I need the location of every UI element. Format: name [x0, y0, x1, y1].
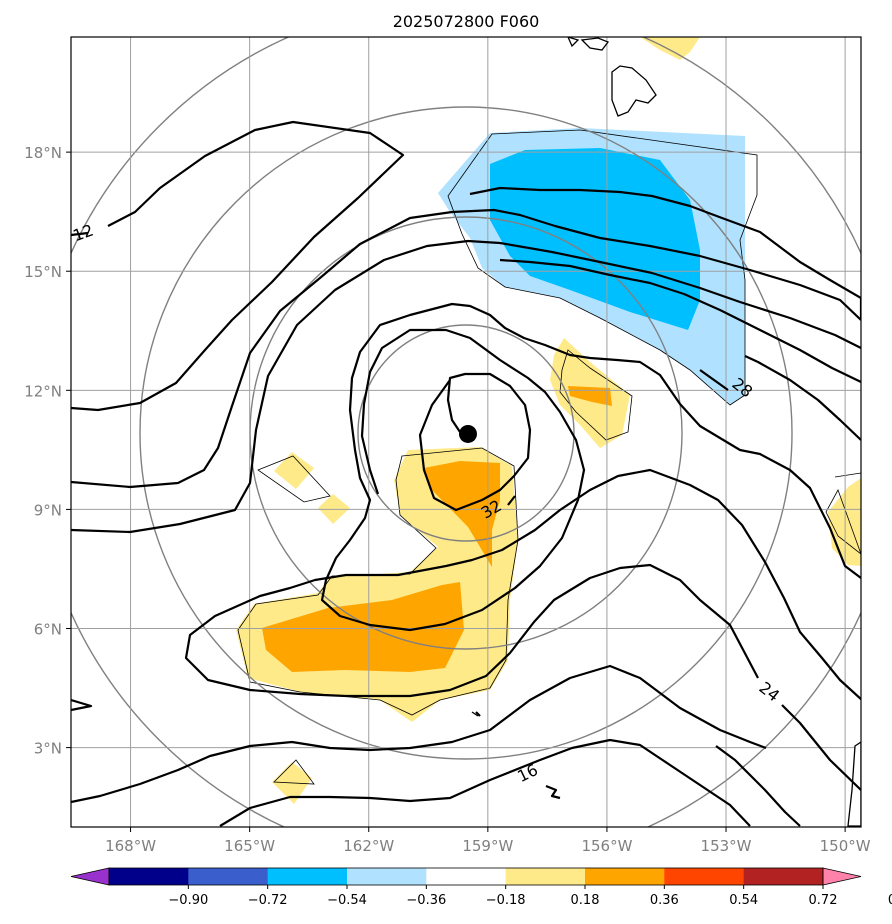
storm-center-marker — [458, 424, 477, 443]
lon-tick-label: 159°W — [462, 837, 513, 855]
lat-tick-label: 15°N — [24, 263, 62, 281]
map-frame — [70, 36, 862, 828]
colorbar: −0.90 −0.72 −0.54 −0.36 −0.18 0.18 0.36 0.54 0.7… — [70, 867, 892, 908]
colorbar-tick-label: −0.18 — [486, 893, 526, 908]
latitude-ticks: 18°N 15°N 12°N 9°N 6°N 3°N — [24, 144, 71, 758]
colorbar-tick-label: −0.90 — [168, 893, 208, 908]
lon-tick-label: 165°W — [224, 837, 275, 855]
lat-tick-label: 9°N — [34, 501, 62, 519]
colorbar-tick-label: −0.72 — [248, 893, 288, 908]
lon-tick-label: 153°W — [701, 837, 752, 855]
colorbar-swatch — [505, 868, 586, 885]
colorbar-tick-label: 0.18 — [571, 893, 600, 908]
lat-tick-label: 6°N — [34, 621, 62, 639]
lat-tick-label: 18°N — [24, 144, 62, 162]
chart-title: 2025072800 F060 — [393, 12, 540, 31]
colorbar-swatch — [188, 868, 269, 885]
colorbar-frame — [108, 867, 824, 886]
colorbar-swatch — [347, 868, 427, 885]
colorbar-swatch — [109, 868, 189, 885]
colorbar-tick-label: −0.54 — [327, 893, 367, 908]
colorbar-swatch — [426, 868, 507, 885]
map-content: 12 28 32 24 16 — [71, 37, 861, 827]
colorbar-swatch — [743, 868, 824, 885]
lon-tick-label: 162°W — [343, 837, 394, 855]
longitude-ticks: 168°W 165°W 162°W 159°W 156°W 153°W 150°W — [105, 827, 871, 855]
lon-tick-label: 150°W — [820, 837, 871, 855]
colorbar-extend-low — [70, 867, 110, 886]
shading-negative-medium — [490, 148, 700, 330]
lat-tick-label: 3°N — [34, 740, 62, 758]
colorbar-tick-label: 0.36 — [650, 893, 679, 908]
lon-tick-label: 168°W — [105, 837, 156, 855]
contours — [71, 120, 861, 827]
colorbar-tick-label: 0.90 — [888, 893, 892, 908]
colorbar-tick-label: 0.54 — [729, 893, 758, 908]
colorbar-tick-label: −0.36 — [406, 893, 446, 908]
colorbar-swatch — [267, 868, 348, 885]
colorbar-swatch — [585, 868, 665, 885]
lat-tick-label: 12°N — [24, 382, 62, 400]
colorbar-swatch — [664, 868, 745, 885]
shading-outlines — [237, 129, 861, 785]
lon-tick-label: 156°W — [581, 837, 632, 855]
map-panel: 12 28 32 24 16 18°N 15°N 12°N 9°N 6°N 3°N 168… — [24, 36, 871, 855]
colorbar-tick-label: 0.72 — [809, 893, 838, 908]
colorbar-extend-high — [822, 867, 862, 886]
